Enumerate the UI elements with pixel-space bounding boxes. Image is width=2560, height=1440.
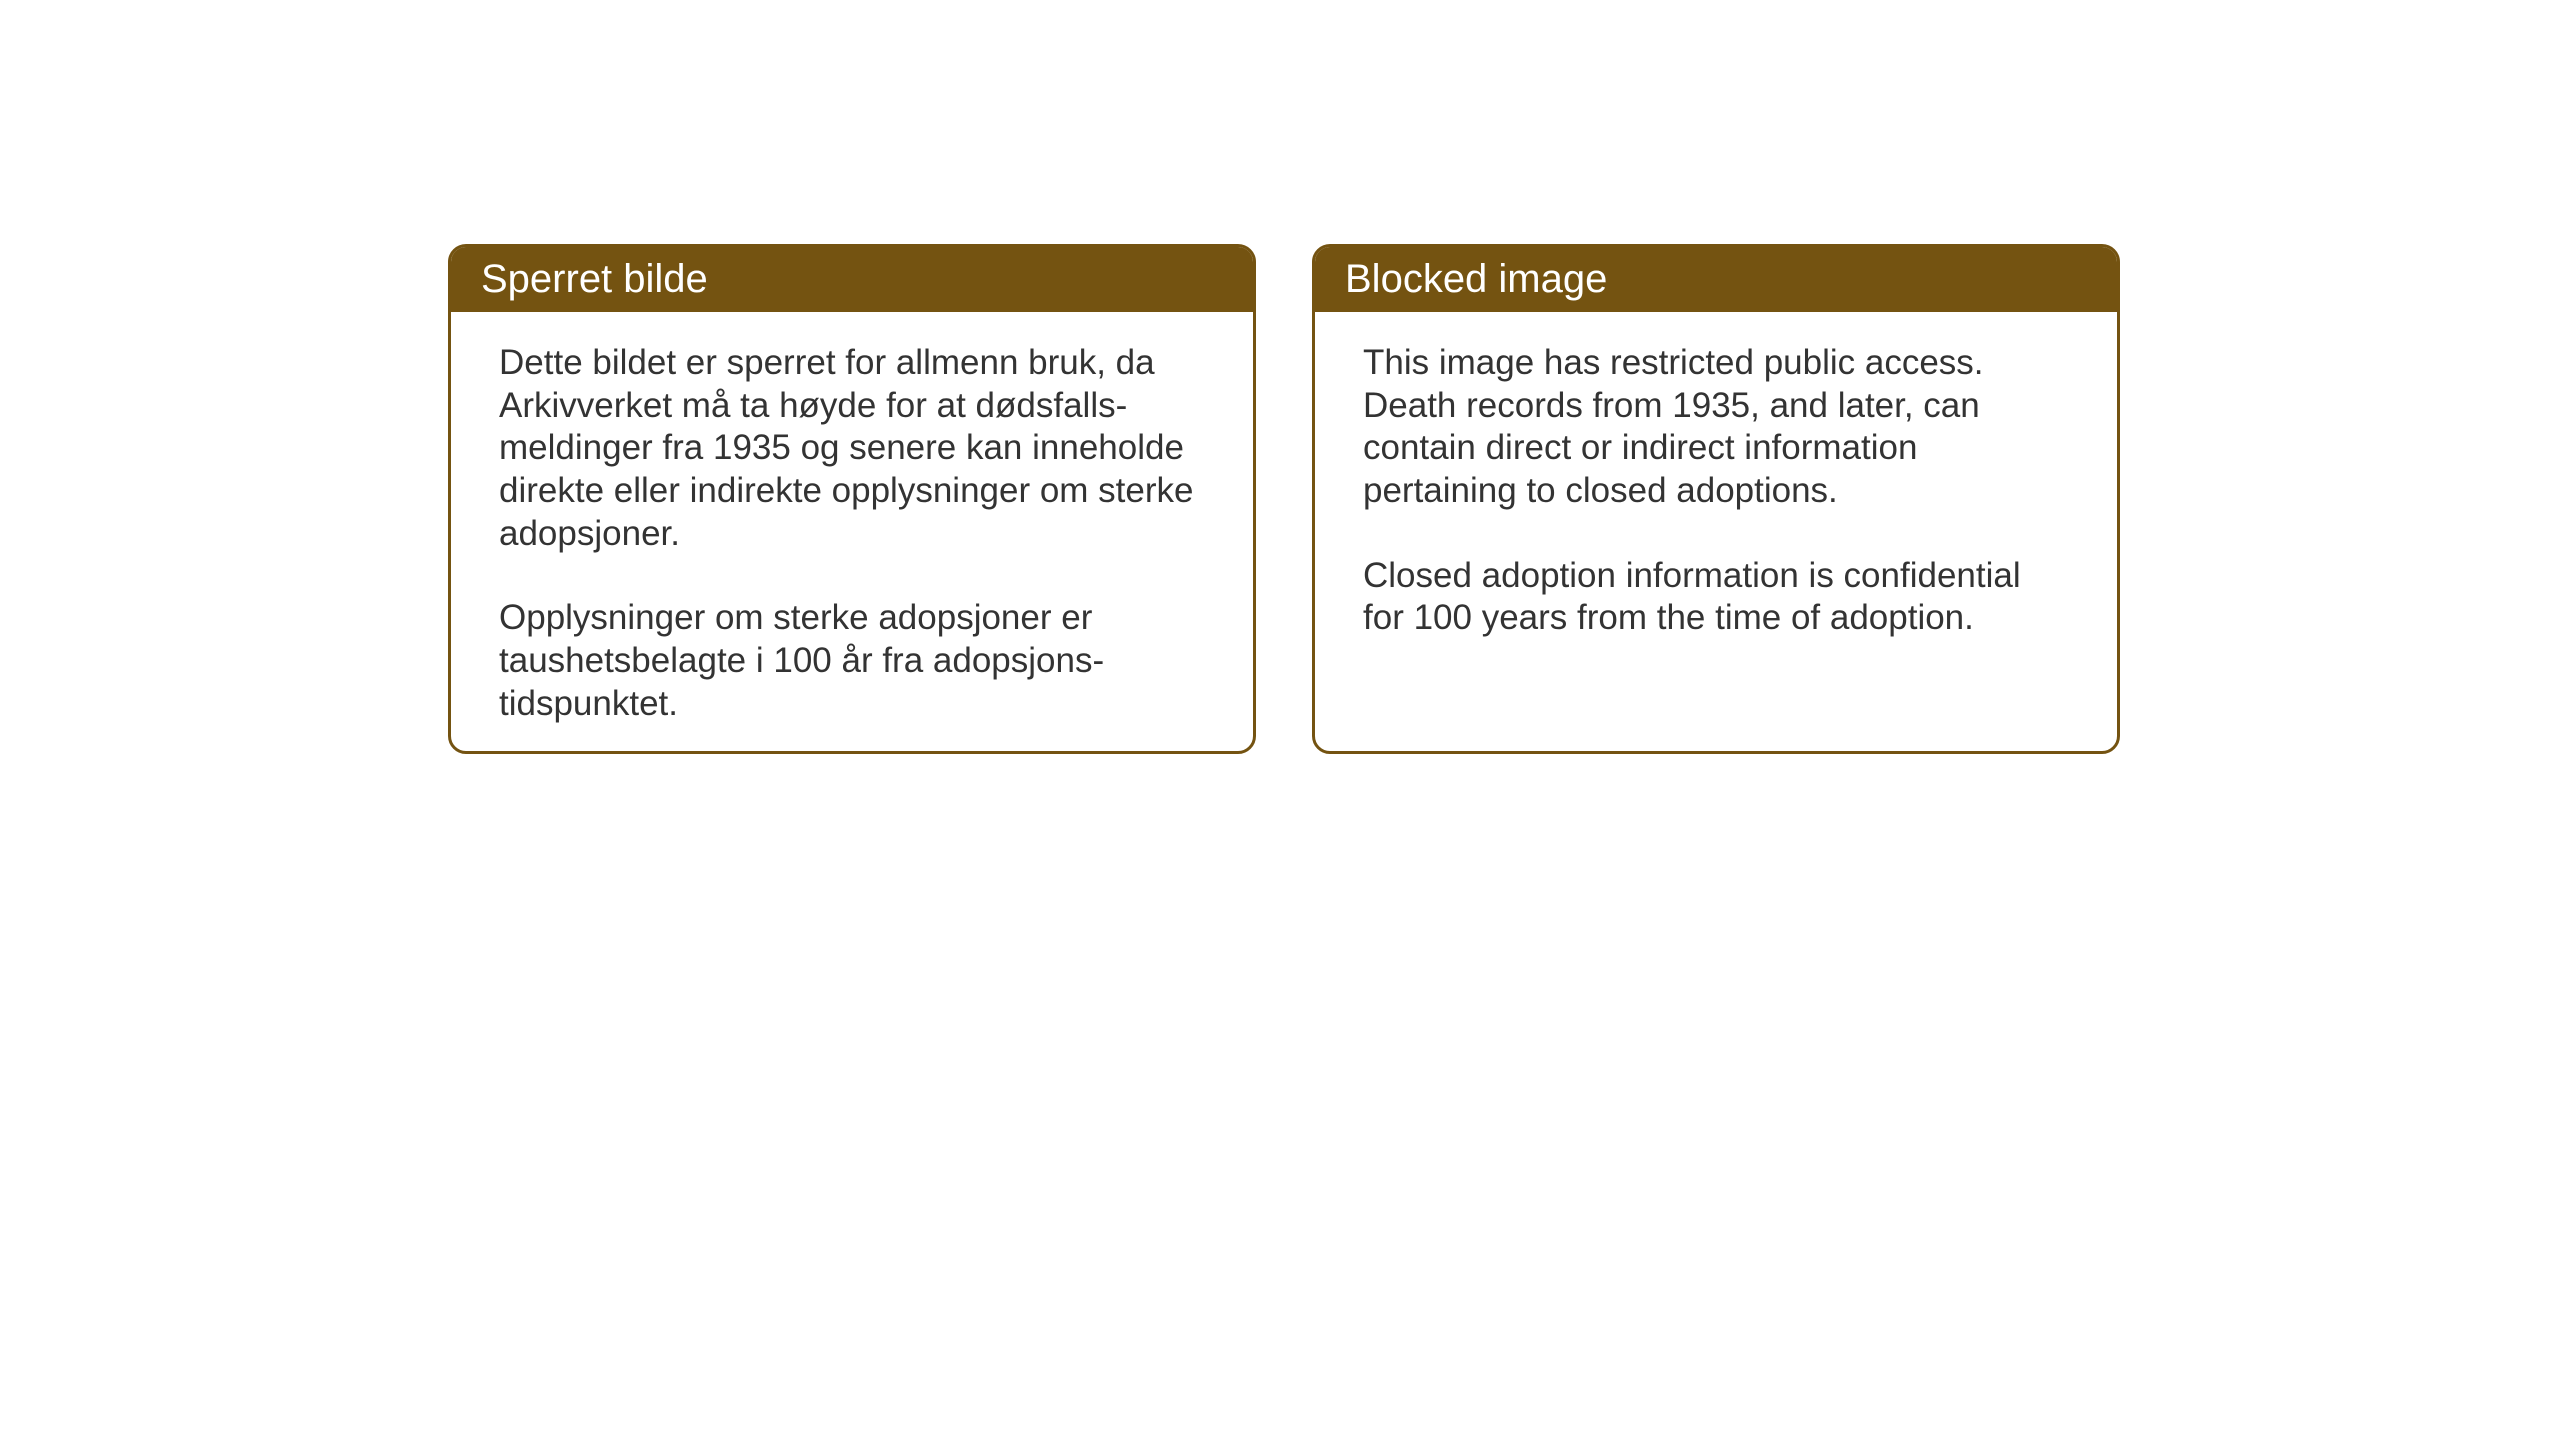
english-card-title: Blocked image	[1345, 257, 1607, 301]
norwegian-card-title: Sperret bilde	[481, 257, 708, 301]
english-card-body: This image has restricted public access.…	[1315, 312, 2117, 686]
norwegian-card-header: Sperret bilde	[451, 247, 1253, 312]
norwegian-paragraph-2: Opplysninger om sterke adopsjoner er tau…	[499, 597, 1205, 725]
english-paragraph-2: Closed adoption information is confident…	[1363, 555, 2069, 640]
english-paragraph-1: This image has restricted public access.…	[1363, 342, 2069, 513]
norwegian-card-body: Dette bildet er sperret for allmenn bruk…	[451, 312, 1253, 754]
cards-container: Sperret bilde Dette bildet er sperret fo…	[448, 244, 2120, 754]
english-card: Blocked image This image has restricted …	[1312, 244, 2120, 754]
norwegian-paragraph-1: Dette bildet er sperret for allmenn bruk…	[499, 342, 1205, 555]
norwegian-card: Sperret bilde Dette bildet er sperret fo…	[448, 244, 1256, 754]
english-card-header: Blocked image	[1315, 247, 2117, 312]
